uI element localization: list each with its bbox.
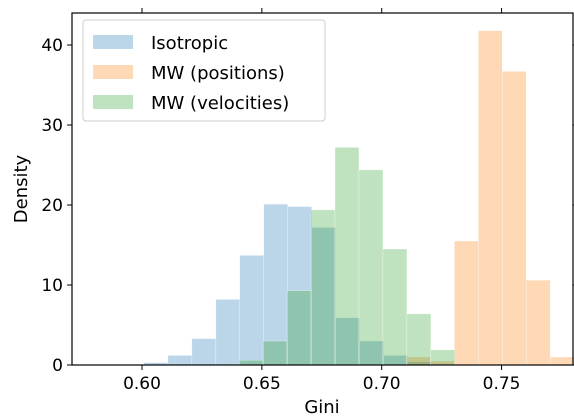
legend-label-2: MW (velocities) (151, 93, 289, 114)
legend-label-1: MW (positions) (151, 63, 285, 84)
bar-series-2-bin-2 (286, 290, 312, 366)
legend-box (82, 19, 326, 122)
y-axis-label: Density (11, 154, 32, 223)
bar-series-1-bin-3 (478, 30, 503, 366)
bar-series-2-bin-5 (358, 169, 384, 366)
bar-series-2-bin-6 (382, 248, 408, 366)
x-tick-label-3: 0.75 (483, 374, 521, 394)
legend-swatch-2 (93, 95, 133, 109)
bar-series-2-bin-0 (238, 359, 264, 366)
bar-series-1-bin-4 (501, 71, 527, 366)
bar-series-1-bin-6 (549, 356, 574, 366)
y-tick-label-3: 30 (41, 116, 63, 136)
y-axis-ticks: 0 10 20 30 40 (41, 36, 574, 376)
bar-series-1-bin-5 (525, 279, 551, 366)
legend: Isotropic MW (positions) MW (velocities) (82, 19, 326, 122)
plot-frame (71, 12, 574, 366)
y-tick-label-4: 40 (41, 36, 63, 56)
y-tick-label-2: 20 (41, 196, 63, 216)
x-axis-ticks: 0.60 0.65 0.70 0.75 (123, 8, 520, 394)
bar-series-2-bin-3 (310, 209, 336, 366)
bar-series-0-bin-3 (215, 299, 241, 366)
x-tick-label-0: 0.60 (123, 374, 161, 394)
legend-swatch-1 (93, 65, 133, 79)
legend-label-0: Isotropic (151, 33, 228, 54)
y-tick-label-1: 10 (41, 276, 63, 296)
bar-series-1-bin-2 (454, 240, 479, 366)
bar-series-2-bin-1 (262, 340, 288, 366)
histogram-bars (143, 30, 574, 366)
bar-series-0-bin-1 (167, 355, 193, 366)
x-axis-label: Gini (304, 397, 339, 418)
bar-series-2-bin-4 (334, 147, 360, 366)
bar-series-2-bin-7 (406, 313, 432, 366)
x-tick-label-2: 0.70 (363, 374, 401, 394)
bar-series-2-bin-8 (430, 349, 456, 366)
bar-series-0-bin-2 (191, 338, 217, 366)
legend-swatch-0 (93, 35, 133, 49)
y-tick-label-0: 0 (52, 356, 63, 376)
x-tick-label-1: 0.65 (243, 374, 281, 394)
bar-series-0-bin-4 (239, 255, 265, 366)
